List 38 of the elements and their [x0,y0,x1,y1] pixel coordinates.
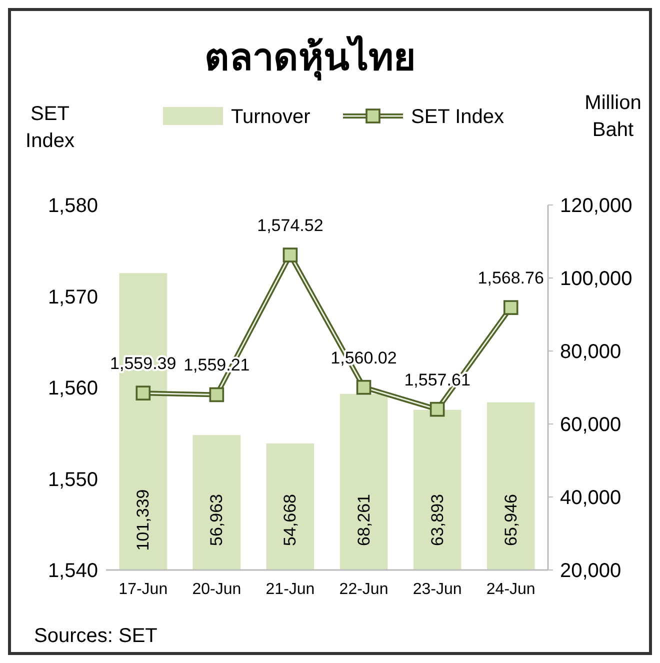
x-tick-label: 22-Jun [339,581,388,598]
x-tick-label: 23-Jun [412,581,462,598]
y-tick-label: 1,580 [48,195,98,217]
data-label: 63,893 [428,494,447,546]
data-label: 56,963 [207,494,226,546]
legend-label: SET Index [411,106,504,128]
y2-tick-label: 80,000 [560,341,622,363]
y-tick-label: 1,540 [48,560,98,582]
data-label: 101,339 [134,489,153,551]
y-tick-label: 1,550 [48,468,98,491]
point [136,386,151,400]
point [356,380,372,395]
chart-title: ตลาดหุ้นไทย [204,35,416,81]
x-tick-label: 24-Jun [486,581,536,598]
data-label: 1,559.39 [110,354,176,374]
data-label: 54,668 [280,494,300,546]
y-tick-label: 1,560 [48,378,98,400]
y2-tick-label: 20,000 [560,560,622,582]
y-axis-title: SET Index [26,103,74,152]
data-label: 1,568.76 [478,268,544,288]
y2-tick-label: 120,000 [560,195,632,217]
y2-axis-title: Million Baht [584,92,642,141]
y2-tick-label: 100,000 [560,268,632,290]
x-tick-label: 17-Jun [118,581,168,598]
point [209,387,224,402]
data-label: 1,574.52 [257,216,324,236]
data-label: 68,261 [354,494,374,546]
point [430,402,445,417]
source-note: Sources: SET [34,625,158,647]
y2-tick-label: 40,000 [560,487,622,509]
y-tick-label: 1,570 [48,286,98,308]
point [282,248,298,262]
y2-tick-label: 60,000 [560,414,622,436]
point [503,300,518,315]
x-tick-label: 21-Jun [266,581,315,598]
data-label: 65,946 [501,494,520,546]
x-tick-label: 20-Jun [192,581,242,598]
legend-label: Turnover [231,106,311,128]
